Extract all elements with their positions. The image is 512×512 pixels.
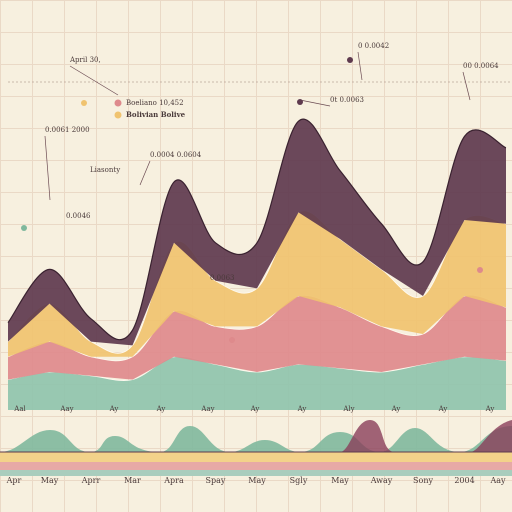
area-edge xyxy=(7,294,507,362)
annotation: Liasonty xyxy=(90,166,120,174)
annotation-leader xyxy=(462,71,471,101)
upper-label: Ay xyxy=(438,405,448,413)
x-tick-label: May xyxy=(41,476,59,485)
mini-wave xyxy=(0,426,512,452)
mini-band xyxy=(0,462,512,470)
dot xyxy=(297,99,303,105)
annotation: 0t 0.0063 xyxy=(330,96,364,104)
dot xyxy=(21,225,27,231)
annotation: 0.0063 xyxy=(210,274,235,282)
upper-label: Ay xyxy=(250,405,260,413)
upper-label: Aly xyxy=(342,405,354,413)
upper-label: Ay xyxy=(156,405,166,413)
area-layer xyxy=(8,295,506,380)
area-layer xyxy=(8,356,506,410)
legend-label: Boeliano 10,452 xyxy=(126,99,184,107)
upper-label: Ay xyxy=(109,405,119,413)
annotation: 0.0046 xyxy=(66,212,91,220)
x-tick-label: 2004 xyxy=(454,476,474,485)
upper-label: Ay xyxy=(485,405,495,413)
annotation-leader xyxy=(44,135,51,201)
x-tick-label: Sgly xyxy=(290,476,308,485)
upper-label: Aay xyxy=(59,405,73,413)
x-tick-label: Away xyxy=(370,476,393,485)
annotation-leader xyxy=(139,160,151,186)
legend-label: Bolivian Bolive xyxy=(126,110,186,119)
upper-label: Ay xyxy=(297,405,307,413)
x-tick-label: Spay xyxy=(206,476,226,485)
annotation-leader xyxy=(69,65,119,96)
areas xyxy=(7,118,507,410)
x-tick-label: Apra xyxy=(163,476,184,485)
x-tick-label: May xyxy=(331,476,349,485)
annotation: 0.0061 2000 xyxy=(45,126,90,134)
legend-swatch xyxy=(114,111,122,119)
area-edge xyxy=(7,118,507,341)
upper-label: Aal xyxy=(13,405,26,413)
mini-band xyxy=(0,452,512,462)
dot xyxy=(477,267,483,273)
annotation: 00 0.0064 xyxy=(463,62,499,70)
dot xyxy=(81,100,87,106)
mini-wave xyxy=(340,420,512,452)
mini-band xyxy=(0,470,512,476)
dot xyxy=(347,57,353,63)
upper-label: Aay xyxy=(200,405,214,413)
legend-swatch xyxy=(114,99,122,107)
area-layer xyxy=(8,210,506,357)
x-tick-label: Aprr xyxy=(81,476,101,485)
x-tick-label: Apr xyxy=(6,476,22,485)
x-tick-label: Sony xyxy=(413,476,433,485)
x-tick-label: Aay xyxy=(489,476,506,485)
annotation-leader xyxy=(357,51,363,81)
upper-label: Ay xyxy=(391,405,401,413)
annotation: 0.0004 0.0604 xyxy=(150,151,202,159)
dot xyxy=(229,337,235,343)
mini-chart xyxy=(0,420,512,476)
x-tick-label: Mar xyxy=(124,476,141,485)
annotation-leader xyxy=(299,99,331,107)
annotation: April 30, xyxy=(69,56,101,64)
x-tick-label: May xyxy=(248,476,266,485)
annotation: 0 0.0042 xyxy=(358,42,389,50)
